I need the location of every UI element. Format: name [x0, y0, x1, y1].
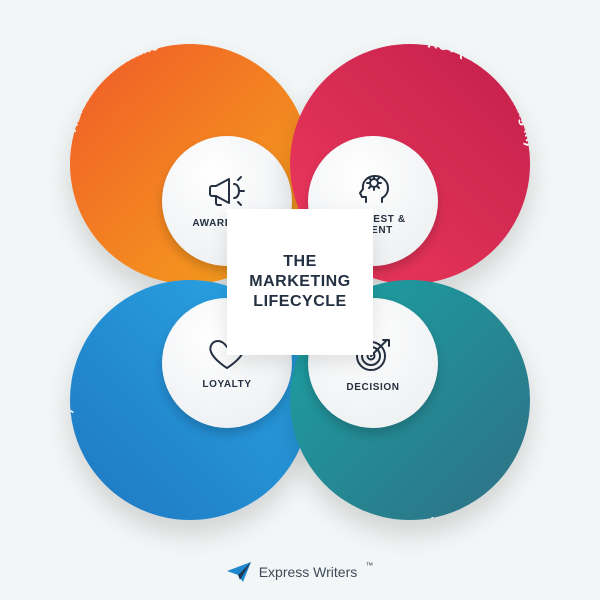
center-title: THE MARKETING LIFECYCLE: [249, 252, 350, 312]
arc-label-decision: CONVERT (Customers): [429, 419, 530, 520]
center-title-box: THE MARKETING LIFECYCLE: [227, 209, 373, 355]
stage-name-decision: DECISION: [346, 382, 399, 393]
paper-plane-icon: [227, 562, 251, 582]
arc-label-awareness: REACH and Traffic: [70, 44, 160, 134]
arc-label-loyalty: ENGAGE (Brand Ambassadors): [70, 409, 187, 520]
footer-brand-text: Express Writers: [259, 564, 358, 580]
footer-brand: Express Writers ™: [0, 562, 600, 582]
trademark-icon: ™: [365, 562, 373, 570]
center-title-line3: LIFECYCLE: [253, 293, 346, 310]
megaphone-icon: [207, 174, 247, 210]
marketing-lifecycle-infographic: REACH and Traffic AWARENESS 01 ACT (Lead…: [0, 0, 600, 600]
head-gear-icon: [353, 166, 393, 206]
center-title-line1: THE: [283, 253, 317, 270]
stage-name-loyalty: LOYALTY: [202, 379, 251, 390]
center-title-line2: MARKETING: [249, 273, 350, 290]
arc-label-interest: ACT (Leads coming in): [427, 44, 530, 147]
